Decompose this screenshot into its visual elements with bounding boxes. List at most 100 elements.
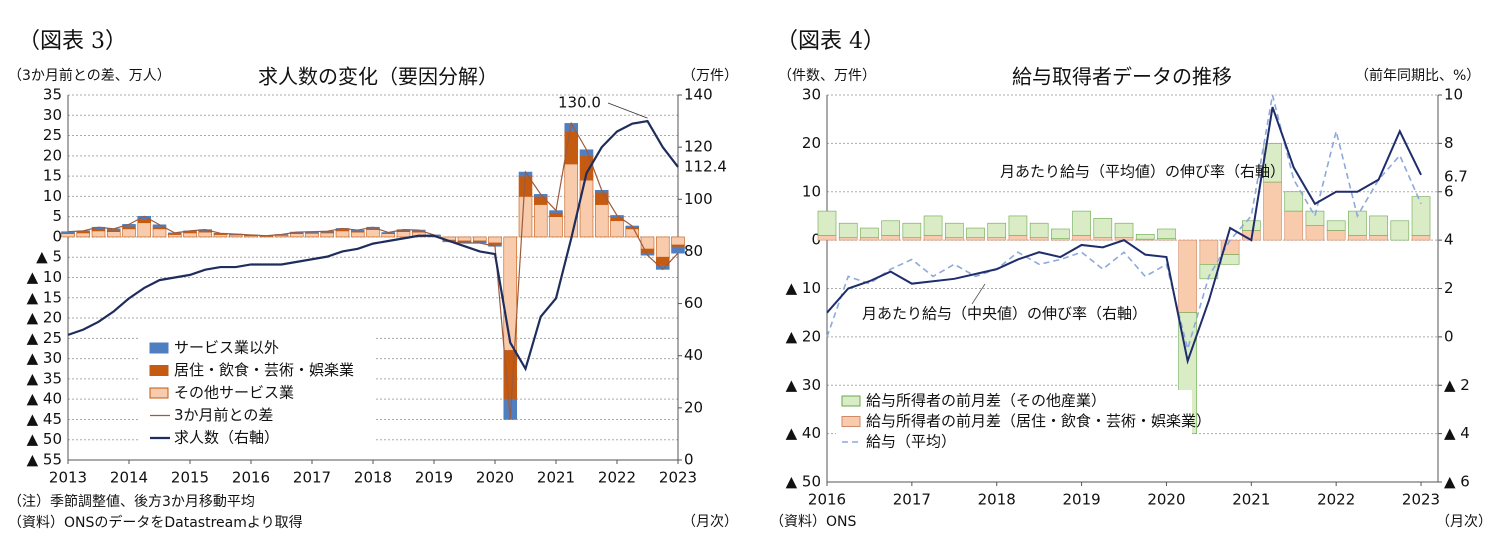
bar xyxy=(1199,239,1219,265)
bar xyxy=(564,163,579,238)
y-tick-label: 0 xyxy=(52,227,62,245)
y2-tick-label: 120 xyxy=(684,138,713,156)
y-tick-label: ▲ 40 xyxy=(27,390,62,408)
x-tick-label: 2019 xyxy=(1062,491,1100,509)
legend-label: 居住・飲食・芸術・娯楽業 xyxy=(174,361,354,379)
x-tick-label: 2017 xyxy=(293,469,331,487)
bar xyxy=(1029,237,1049,241)
bar xyxy=(1093,237,1113,241)
y2-tick-label: ▲ 4 xyxy=(1444,424,1470,442)
bar xyxy=(91,228,106,232)
legend-swatch xyxy=(149,365,169,376)
bar xyxy=(320,232,335,238)
legend-label: 給与（平均） xyxy=(866,433,956,451)
bar xyxy=(1369,234,1388,241)
bar xyxy=(167,234,182,238)
y-tick-label: ▲ 20 xyxy=(27,309,62,327)
y-tick-label: 30 xyxy=(802,86,821,104)
bar xyxy=(1326,220,1346,231)
x-tick-label: 2017 xyxy=(893,491,931,509)
bar xyxy=(1157,228,1176,239)
value-label: 6.7 xyxy=(1444,168,1468,186)
bar xyxy=(923,215,943,236)
bar xyxy=(289,233,304,238)
legend-swatch xyxy=(149,342,169,354)
series-annotation: 月あたり給与（中央値）の伸び率（右軸） xyxy=(862,305,1147,323)
bar xyxy=(671,236,685,246)
bar xyxy=(1390,220,1410,241)
chart-title: 求人数の変化（要因分解） xyxy=(258,65,498,89)
y2-tick-label: 20 xyxy=(684,398,703,416)
bar xyxy=(838,222,858,239)
y-tick-label: ▲ 20 xyxy=(786,327,821,345)
bar xyxy=(1348,210,1367,236)
bar xyxy=(1348,234,1367,241)
legend-label: 3か月前との差 xyxy=(174,406,273,424)
x-tick-label: 2018 xyxy=(978,491,1016,509)
bar xyxy=(860,227,879,239)
bar xyxy=(838,237,858,241)
x-tick-label: 2018 xyxy=(354,469,392,487)
y-tick-label: ▲ 45 xyxy=(27,410,62,428)
y2-tick-label: 60 xyxy=(684,294,703,312)
x-tick-label: 2016 xyxy=(232,469,270,487)
y-tick-label: 20 xyxy=(43,146,62,164)
bar xyxy=(1369,215,1388,236)
bar xyxy=(1411,196,1431,236)
x-tick-label: 2020 xyxy=(1147,491,1185,509)
x-tick-label: 2020 xyxy=(476,469,514,487)
bar xyxy=(881,234,900,241)
leader-line xyxy=(971,283,986,305)
bar xyxy=(817,234,837,241)
y-tick-label: ▲ 30 xyxy=(27,349,62,367)
bar xyxy=(137,219,152,224)
legend-swatch xyxy=(841,416,861,427)
y-tick-label: ▲ 50 xyxy=(27,430,62,448)
bar xyxy=(366,229,380,238)
y2-tick-label: 40 xyxy=(684,346,703,364)
bar xyxy=(472,236,487,242)
bar xyxy=(1114,222,1134,239)
y-tick-label: 30 xyxy=(43,106,62,124)
bar xyxy=(198,231,213,238)
bar xyxy=(987,237,1007,241)
y-tick-label: 5 xyxy=(52,207,62,225)
y-tick-label: 0 xyxy=(811,231,821,249)
y2-tick-label: 140 xyxy=(684,86,713,104)
bar xyxy=(671,244,685,248)
legend-box xyxy=(140,334,376,454)
legend-swatch xyxy=(841,395,861,407)
y2-tick-label: 2 xyxy=(1444,279,1454,297)
line xyxy=(826,94,1422,353)
bar xyxy=(1135,234,1155,240)
bar xyxy=(671,246,685,254)
y-tick-label: 35 xyxy=(43,86,62,104)
y-tick-label: ▲ 30 xyxy=(786,376,821,394)
x-tick-label: 2021 xyxy=(1232,491,1270,509)
y-tick-label: ▲ 55 xyxy=(27,451,62,469)
line xyxy=(826,106,1422,365)
bar xyxy=(137,222,152,238)
figure-label: （図表 3） xyxy=(18,29,127,54)
bar xyxy=(1008,215,1028,236)
annotation: 月あたり給与（平均値）の伸び率（右軸） xyxy=(1000,163,1285,181)
bar xyxy=(335,230,350,238)
bar xyxy=(610,220,624,238)
bar xyxy=(1051,228,1070,239)
bar xyxy=(122,228,136,238)
x-tick-label: 2022 xyxy=(1317,491,1355,509)
bar xyxy=(966,227,985,239)
legend-swatch xyxy=(149,387,169,399)
x-tick-label: 2016 xyxy=(808,491,846,509)
bar xyxy=(91,230,106,238)
bar xyxy=(503,350,518,400)
bar xyxy=(923,234,943,241)
bar xyxy=(902,222,922,239)
x-axis-label: （月次） xyxy=(682,514,738,530)
y2-tick-label: ▲ 6 xyxy=(1444,473,1470,491)
bar xyxy=(1072,210,1091,236)
bar xyxy=(457,236,472,242)
legend-label: 給与所得者の前月差（その他産業） xyxy=(866,392,1106,410)
leader-line xyxy=(607,102,648,119)
